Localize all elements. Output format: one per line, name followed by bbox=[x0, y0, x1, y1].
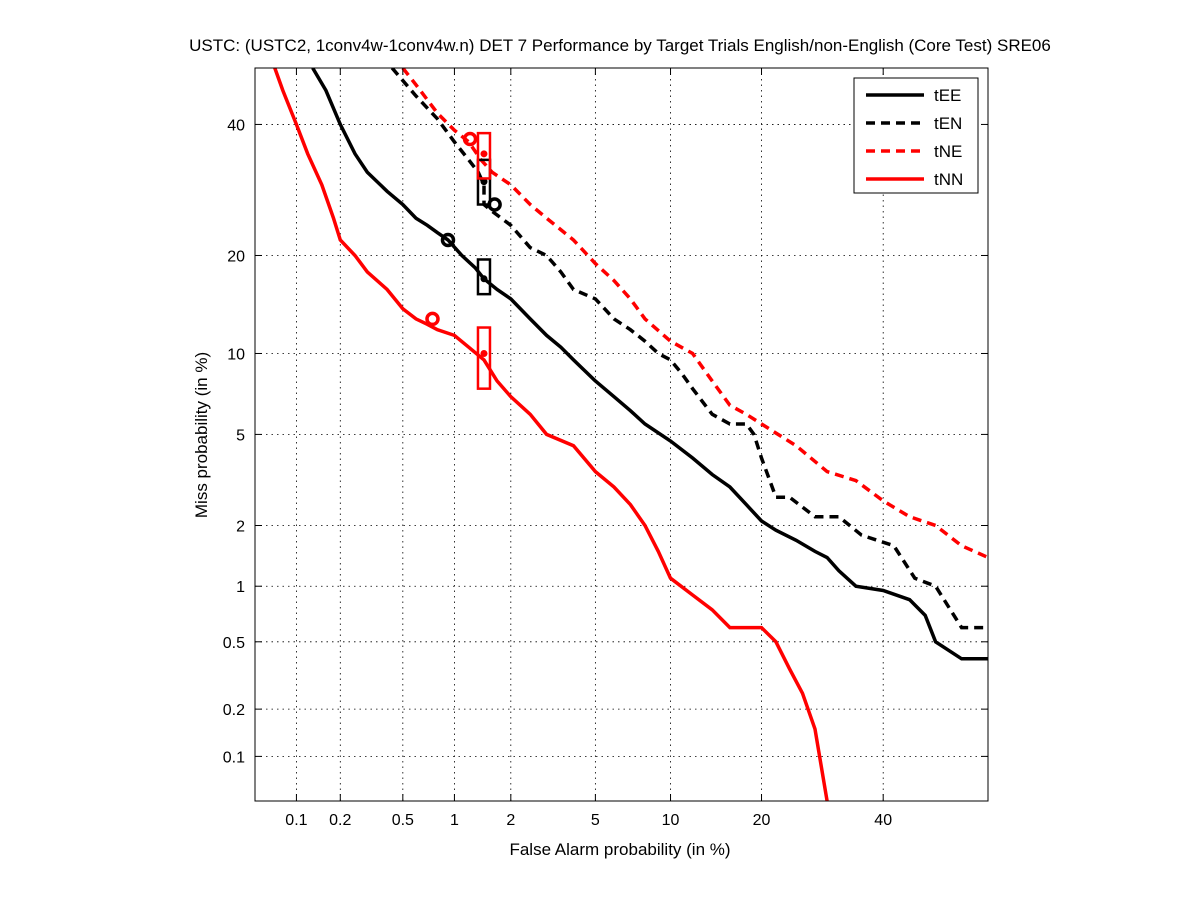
legend: tEE tEN tNE tNN bbox=[853, 77, 979, 194]
x-tick-label: 5 bbox=[591, 812, 600, 829]
series-line-tee bbox=[311, 68, 988, 661]
y-tick-label: 10 bbox=[227, 346, 245, 363]
series-layer bbox=[273, 68, 988, 801]
act-dcf-point-tee bbox=[480, 275, 488, 283]
x-tick-label: 0.5 bbox=[392, 812, 414, 829]
marker-layer bbox=[425, 131, 502, 390]
act-dcf-box-tnn bbox=[476, 326, 492, 390]
legend-label-ten: tEN bbox=[934, 114, 962, 133]
x-tick-label: 0.2 bbox=[329, 812, 351, 829]
chart-title: USTC: (USTC2, 1conv4w-1conv4w.n) DET 7 P… bbox=[189, 36, 1051, 55]
y-tick-label: 0.5 bbox=[223, 635, 245, 652]
x-tick-label: 2 bbox=[506, 812, 515, 829]
min-dcf-marker-tnn bbox=[425, 311, 440, 327]
y-tick-label: 20 bbox=[227, 248, 245, 265]
x-tick-label: 40 bbox=[874, 812, 892, 829]
x-axis-title: False Alarm probability (in %) bbox=[509, 840, 730, 859]
series-line-tne bbox=[401, 68, 988, 560]
legend-box bbox=[853, 77, 979, 194]
act-dcf-box-tee bbox=[476, 258, 492, 296]
min-dcf-marker-tee bbox=[440, 232, 456, 248]
y-tick-label: 40 bbox=[227, 117, 245, 134]
legend-label-tne: tNE bbox=[934, 142, 962, 161]
act-dcf-point-tnn bbox=[480, 349, 488, 357]
x-tick-label: 1 bbox=[450, 812, 459, 829]
min-dcf-marker-tne bbox=[462, 131, 478, 147]
y-axis-title: Miss probability (in %) bbox=[192, 352, 211, 518]
act-dcf-box-ten bbox=[476, 158, 492, 206]
legend-label-tee: tEE bbox=[934, 86, 961, 105]
x-tick-label: 0.1 bbox=[285, 812, 307, 829]
series-line-tnn bbox=[273, 68, 829, 801]
y-tick-label: 0.1 bbox=[223, 749, 245, 766]
tick-layer: 0.1 0.2 0.5 1 2 5 10 20 40 0.1 0.2 0.5 1 2 5 10 20 40 bbox=[223, 68, 988, 829]
y-tick-label: 0.2 bbox=[223, 702, 245, 719]
x-tick-label: 20 bbox=[753, 812, 771, 829]
y-tick-label: 5 bbox=[236, 427, 245, 444]
y-tick-label: 2 bbox=[236, 518, 245, 535]
legend-label-tnn: tNN bbox=[934, 170, 963, 189]
act-dcf-box-tne bbox=[476, 131, 492, 180]
y-tick-label: 1 bbox=[236, 579, 245, 596]
x-tick-label: 10 bbox=[662, 812, 680, 829]
act-dcf-point-tne bbox=[480, 150, 488, 158]
